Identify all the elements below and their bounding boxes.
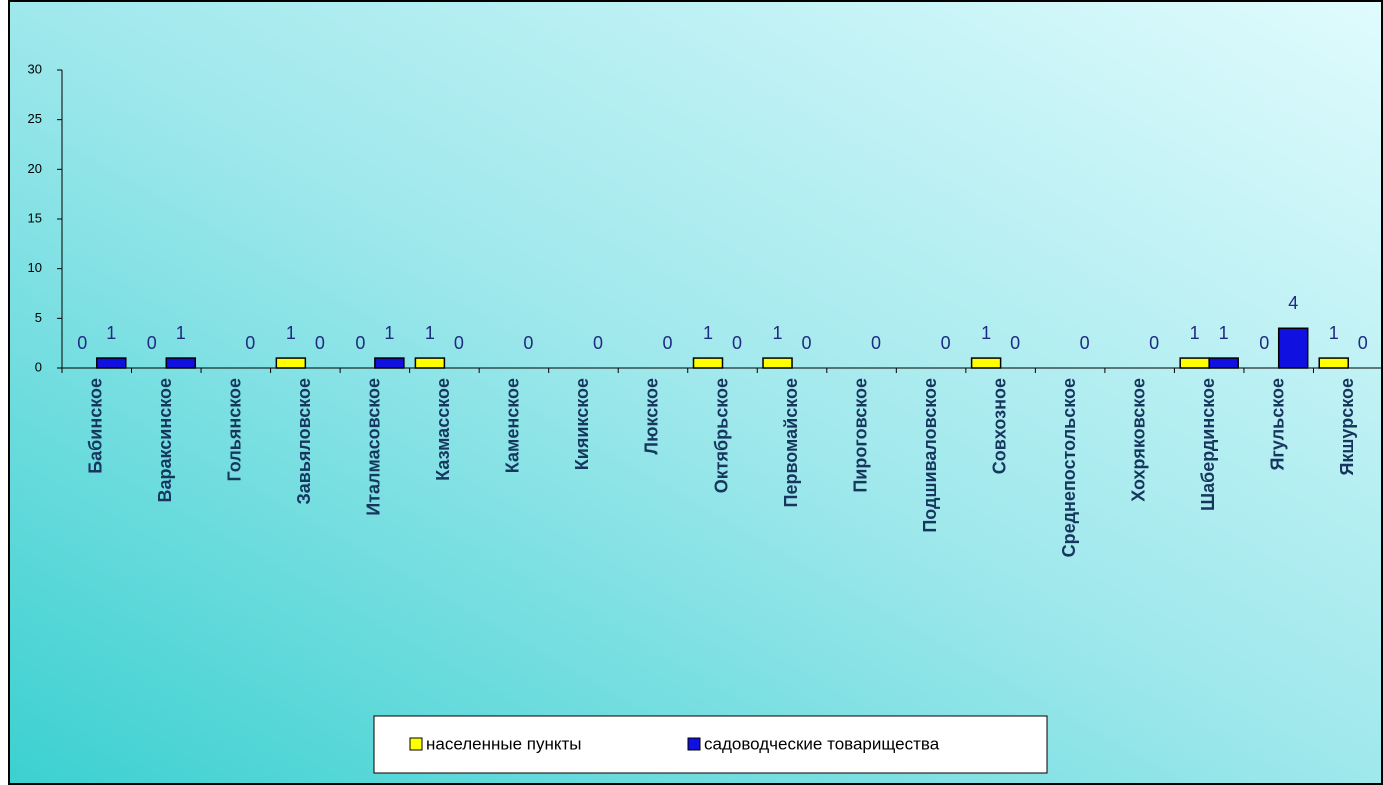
y-tick-label: 0 xyxy=(35,359,42,374)
y-tick-label: 25 xyxy=(28,111,42,126)
value-label: 1 xyxy=(1329,323,1339,343)
y-tick-label: 20 xyxy=(28,161,42,176)
value-label: 0 xyxy=(941,333,951,353)
bar xyxy=(275,357,307,369)
value-label: 1 xyxy=(1190,323,1200,343)
bar xyxy=(1208,357,1239,369)
value-label: 1 xyxy=(1219,323,1229,343)
value-label: 1 xyxy=(703,323,713,343)
value-label: 1 xyxy=(425,323,435,343)
x-tick-label: Казмасское xyxy=(433,378,453,481)
legend-swatch xyxy=(687,737,701,751)
value-label: 1 xyxy=(106,323,116,343)
y-tick-label: 15 xyxy=(28,210,42,225)
x-tick-label: Бабинское xyxy=(86,378,106,474)
value-label: 0 xyxy=(523,333,533,353)
value-label: 0 xyxy=(1149,333,1159,353)
value-label: 0 xyxy=(77,333,87,353)
value-label: 1 xyxy=(981,323,991,343)
value-label: 0 xyxy=(1358,333,1368,353)
legend xyxy=(373,715,1048,774)
value-label: 0 xyxy=(1080,333,1090,353)
x-tick-label: Гольянское xyxy=(225,378,245,482)
x-tick-label: Среднепостольское xyxy=(1059,378,1079,557)
value-label: 0 xyxy=(1259,333,1269,353)
value-label: 1 xyxy=(384,323,394,343)
bar xyxy=(96,357,127,369)
value-label: 1 xyxy=(773,323,783,343)
value-label: 0 xyxy=(871,333,881,353)
x-tick-label: Вараксинское xyxy=(155,378,175,503)
value-label: 0 xyxy=(802,333,812,353)
x-tick-label: Октябрьское xyxy=(711,378,731,493)
value-label: 0 xyxy=(732,333,742,353)
y-tick-label: 30 xyxy=(28,61,42,76)
legend-label: населенные пункты xyxy=(426,734,582,753)
x-tick-label: Шабердинское xyxy=(1198,378,1218,511)
y-tick-label: 5 xyxy=(35,310,42,325)
value-label: 0 xyxy=(662,333,672,353)
x-tick-label: Кияикское xyxy=(572,378,592,470)
value-label: 4 xyxy=(1288,293,1298,313)
bar xyxy=(692,357,724,369)
value-label: 0 xyxy=(1010,333,1020,353)
value-label: 0 xyxy=(593,333,603,353)
x-tick-label: Хохряковское xyxy=(1128,378,1148,502)
bar xyxy=(1179,357,1210,369)
legend-swatch xyxy=(409,737,423,751)
bar xyxy=(414,357,446,369)
value-label: 1 xyxy=(176,323,186,343)
bar xyxy=(165,357,197,369)
x-tick-label: Италмасовское xyxy=(364,378,384,516)
value-label: 0 xyxy=(355,333,365,353)
x-tick-label: Каменское xyxy=(503,378,523,473)
value-label: 0 xyxy=(315,333,325,353)
value-label: 1 xyxy=(286,323,296,343)
x-tick-label: Пироговское xyxy=(850,378,870,493)
bar xyxy=(1277,327,1309,369)
x-tick-label: Совхозное xyxy=(989,378,1009,474)
x-tick-label: Завьяловское xyxy=(294,378,314,505)
value-label: 0 xyxy=(245,333,255,353)
x-tick-label: Ягульское xyxy=(1267,378,1287,471)
bar xyxy=(970,357,1002,369)
y-tick-label: 10 xyxy=(28,260,42,275)
x-tick-label: Первомайское xyxy=(781,378,801,507)
bar xyxy=(374,357,405,369)
bar xyxy=(762,357,793,369)
value-label: 0 xyxy=(147,333,157,353)
x-tick-label: Подшиваловское xyxy=(920,378,940,533)
value-label: 0 xyxy=(454,333,464,353)
x-tick-label: Якшурское xyxy=(1337,378,1357,476)
legend-label: садоводческие товарищества xyxy=(704,734,940,753)
chart-area xyxy=(8,0,1383,785)
bar xyxy=(1318,357,1349,369)
x-tick-label: Люкское xyxy=(642,378,662,455)
